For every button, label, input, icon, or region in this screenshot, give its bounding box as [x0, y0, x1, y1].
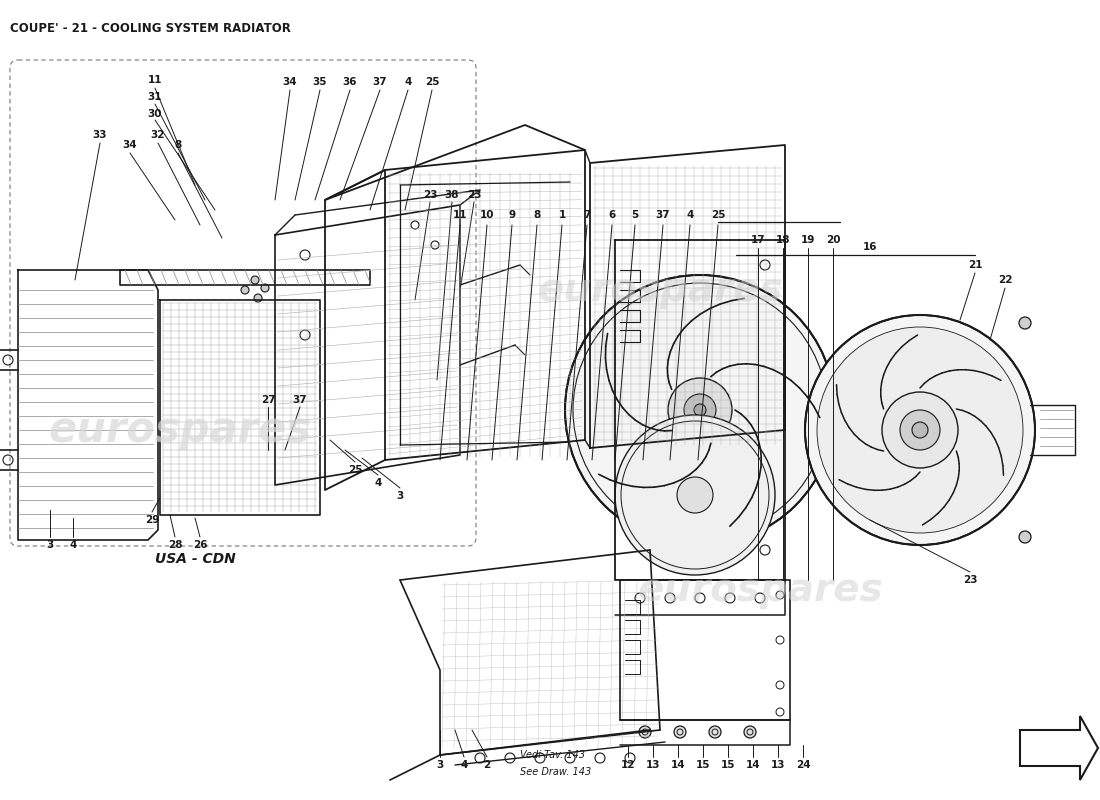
- Text: 20: 20: [826, 235, 840, 245]
- Text: 14: 14: [671, 760, 685, 770]
- Text: 23: 23: [962, 575, 977, 585]
- Text: eurospares: eurospares: [537, 271, 783, 309]
- Text: 3: 3: [46, 540, 54, 550]
- Text: See Draw. 143: See Draw. 143: [520, 767, 592, 777]
- Text: 2: 2: [483, 760, 491, 770]
- Text: 6: 6: [608, 210, 616, 220]
- Text: 13: 13: [646, 760, 660, 770]
- Text: 38: 38: [444, 190, 460, 200]
- Text: 9: 9: [508, 210, 516, 220]
- Circle shape: [900, 410, 940, 450]
- Text: 8: 8: [534, 210, 540, 220]
- Text: 17: 17: [750, 235, 766, 245]
- Text: 34: 34: [283, 77, 297, 87]
- Text: USA - CDN: USA - CDN: [155, 552, 235, 566]
- Circle shape: [710, 726, 720, 738]
- Text: 24: 24: [795, 760, 811, 770]
- Text: 35: 35: [312, 77, 328, 87]
- Text: 8: 8: [175, 140, 182, 150]
- Text: Vedi Tav. 143: Vedi Tav. 143: [520, 750, 585, 760]
- Circle shape: [674, 726, 686, 738]
- Circle shape: [676, 477, 713, 513]
- Text: 12: 12: [620, 760, 636, 770]
- Text: 33: 33: [92, 130, 108, 140]
- Text: 18: 18: [776, 235, 790, 245]
- Text: 37: 37: [373, 77, 387, 87]
- Text: 32: 32: [151, 130, 165, 140]
- Circle shape: [817, 327, 1023, 533]
- Text: 11: 11: [147, 75, 163, 85]
- Text: 14: 14: [746, 760, 760, 770]
- Circle shape: [668, 378, 732, 442]
- Text: 37: 37: [656, 210, 670, 220]
- Text: 15: 15: [720, 760, 735, 770]
- Text: 1: 1: [559, 210, 565, 220]
- Text: 26: 26: [192, 540, 207, 550]
- Text: 19: 19: [801, 235, 815, 245]
- Circle shape: [882, 392, 958, 468]
- Polygon shape: [1020, 716, 1098, 780]
- Text: 28: 28: [167, 540, 183, 550]
- Text: 15: 15: [695, 760, 711, 770]
- Circle shape: [615, 415, 776, 575]
- Text: 22: 22: [998, 275, 1012, 285]
- Circle shape: [241, 286, 249, 294]
- Text: 25: 25: [425, 77, 439, 87]
- Text: 37: 37: [293, 395, 307, 405]
- Text: 4: 4: [69, 540, 77, 550]
- Text: 31: 31: [147, 92, 163, 102]
- Text: 10: 10: [480, 210, 494, 220]
- Text: 34: 34: [123, 140, 138, 150]
- Circle shape: [251, 276, 258, 284]
- Circle shape: [1019, 531, 1031, 543]
- Circle shape: [565, 275, 835, 545]
- Text: 27: 27: [261, 395, 275, 405]
- Text: 16: 16: [862, 242, 878, 252]
- Circle shape: [912, 422, 928, 438]
- Text: 25: 25: [348, 465, 362, 475]
- Text: eurospares: eurospares: [637, 571, 883, 609]
- Text: 36: 36: [343, 77, 358, 87]
- Circle shape: [1019, 317, 1031, 329]
- Text: 13: 13: [771, 760, 785, 770]
- Text: 4: 4: [460, 760, 467, 770]
- Text: 4: 4: [374, 478, 382, 488]
- Circle shape: [639, 726, 651, 738]
- Text: 4: 4: [686, 210, 694, 220]
- Text: 3: 3: [396, 491, 404, 501]
- Text: eurospares: eurospares: [48, 409, 311, 451]
- Text: 21: 21: [968, 260, 982, 270]
- Text: 5: 5: [631, 210, 639, 220]
- Circle shape: [261, 284, 270, 292]
- Text: 3: 3: [437, 760, 443, 770]
- Text: 30: 30: [147, 109, 163, 119]
- Text: 7: 7: [583, 210, 591, 220]
- Circle shape: [254, 294, 262, 302]
- Text: 23: 23: [466, 190, 482, 200]
- Circle shape: [694, 404, 706, 416]
- Circle shape: [744, 726, 756, 738]
- Text: 23: 23: [422, 190, 438, 200]
- Circle shape: [805, 315, 1035, 545]
- Circle shape: [684, 394, 716, 426]
- Text: COUPE' - 21 - COOLING SYSTEM RADIATOR: COUPE' - 21 - COOLING SYSTEM RADIATOR: [10, 22, 290, 35]
- Text: 4: 4: [405, 77, 411, 87]
- Text: 25: 25: [711, 210, 725, 220]
- Text: 11: 11: [453, 210, 468, 220]
- Text: 29: 29: [145, 515, 160, 525]
